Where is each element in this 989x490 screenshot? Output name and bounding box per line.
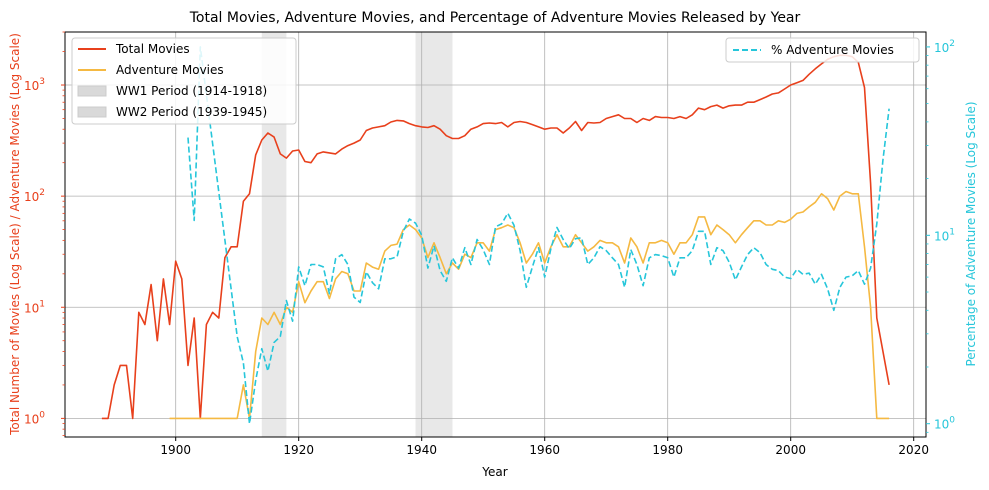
legend-pct-adventure-label: % Adventure Movies [771,43,894,57]
legend-total-movies-label: Total Movies [115,42,190,56]
legend-adventure-movies-label: Adventure Movies [116,63,224,77]
x-tick-label: 2020 [898,443,929,457]
x-tick-label: 2000 [775,443,806,457]
legend-ww2-label: WW2 Period (1939-1945) [116,105,267,119]
legend-left: Total Movies Adventure Movies WW1 Period… [71,37,297,125]
adventure-movies-line [187,46,890,425]
series-layer [101,46,890,425]
grid-layer [65,32,926,437]
legend-ww1-label: WW1 Period (1914-1918) [116,84,267,98]
x-tick-label: 1900 [160,443,191,457]
x-tick-label: 1980 [652,443,683,457]
x-tick-label: 1960 [529,443,560,457]
x-tick-label: 1920 [283,443,314,457]
legend-right-frame [725,37,920,63]
chart-title: Total Movies, Adventure Movies, and Perc… [189,10,801,26]
legend-ww1-swatch [77,85,107,97]
legend-left-frame [71,37,297,125]
x-axis-title: Year [481,465,507,479]
right-y-axis-title: Percentage of Adventure Movies (Log Scal… [964,101,978,366]
legend-ww2-swatch [77,106,107,118]
plot-frame [64,31,927,438]
x-tick-label: 1940 [406,443,437,457]
total-movies-line [101,54,890,420]
legend-right: % Adventure Movies [725,37,920,63]
left-y-axis-title: Total Number of Movies (Log Scale) / Adv… [8,33,22,436]
